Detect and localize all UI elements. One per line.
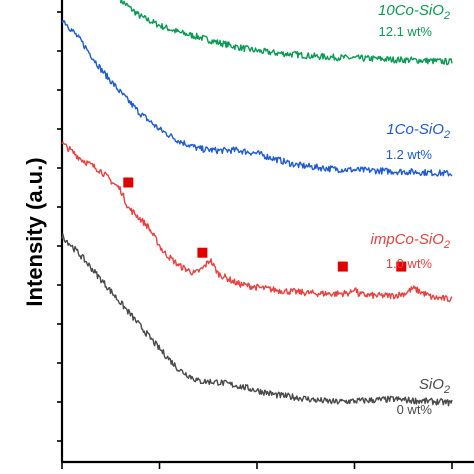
- series-loading-label: 1.0 wt%: [386, 256, 433, 271]
- series-line-1co-sio2: [61, 20, 453, 177]
- peak-marker: [197, 247, 208, 258]
- series-loading-label: 1.2 wt%: [386, 147, 433, 162]
- axes: [57, 0, 474, 469]
- series-name-label: impCo-SiO2: [371, 231, 450, 251]
- y-axis-label: Intensity (a.u.): [22, 157, 47, 306]
- series-labels: 10Co-SiO2 12.1 wt% 1Co-SiO2 1.2 wt% impCo-Si…: [371, 2, 450, 417]
- series-name-label: 1Co-SiO2: [386, 121, 450, 141]
- series-loading-label: 12.1 wt%: [379, 24, 433, 39]
- peak-marker: [337, 261, 348, 272]
- peak-marker: [123, 177, 134, 188]
- series-line-impco-sio2: [61, 141, 453, 303]
- series-line-10co-sio2: [119, 0, 453, 66]
- series-line-sio2: [61, 233, 453, 407]
- peak-marker: [396, 261, 407, 272]
- series-name-label: SiO2: [419, 376, 450, 396]
- series-name-label: 10Co-SiO2: [378, 2, 450, 22]
- series-loading-label: 0 wt%: [397, 402, 433, 417]
- series-group: [61, 0, 453, 407]
- peak-markers: [123, 177, 407, 272]
